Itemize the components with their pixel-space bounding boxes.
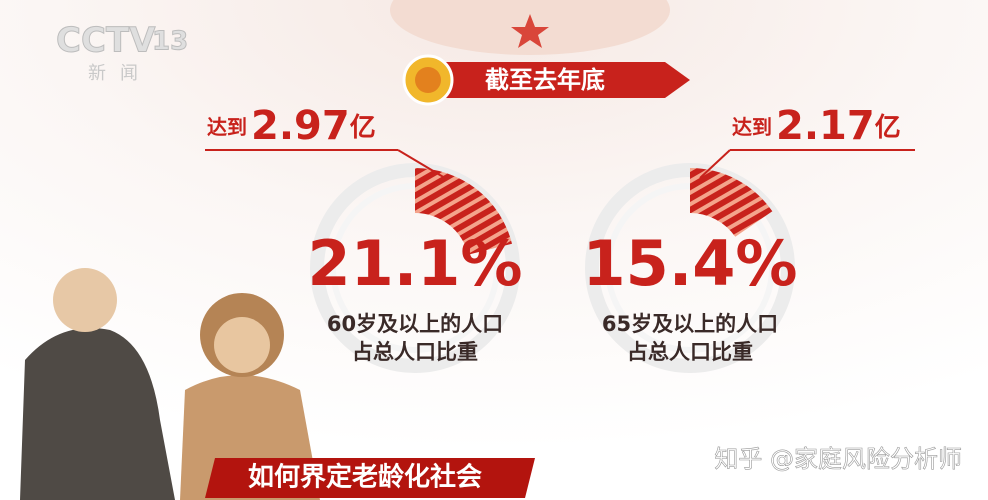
logo-channel: CCTV [56,21,156,61]
total-prefix: 达到 [207,115,247,139]
total-heading: 达到 2.97亿 [207,103,376,149]
caption: 占总人口比重 [352,340,478,364]
illustration [20,268,320,500]
leader-line [397,149,446,179]
donut-sector [415,168,513,255]
star [511,14,549,48]
total-unit: 亿 [350,113,376,143]
leader-line [699,149,731,179]
caption: 65岁及以上的人口 [602,312,778,336]
percent-label: 21.1% [307,227,522,300]
total-value: 2.97 [251,103,350,149]
banner-text: 如何界定老龄化社会 [248,462,482,493]
watermark: 知乎 @家庭风险分析师 [714,445,962,473]
total-unit: 亿 [875,113,901,143]
percent-label: 15.4% [582,227,797,300]
total-value: 2.17 [776,103,875,149]
banner-bar [205,458,535,498]
header-badge-inner [415,67,441,93]
donut-sector [690,168,773,237]
total-heading: 达到 2.17亿 [732,103,901,149]
logo-number: 13 [152,27,188,57]
caption: 60岁及以上的人口 [327,312,503,336]
caption: 占总人口比重 [627,340,753,364]
header-bar [430,62,690,98]
header-text: 截至去年底 [485,66,605,94]
logo-subtitle: 新闻 [88,63,152,84]
total-prefix: 达到 [732,115,772,139]
